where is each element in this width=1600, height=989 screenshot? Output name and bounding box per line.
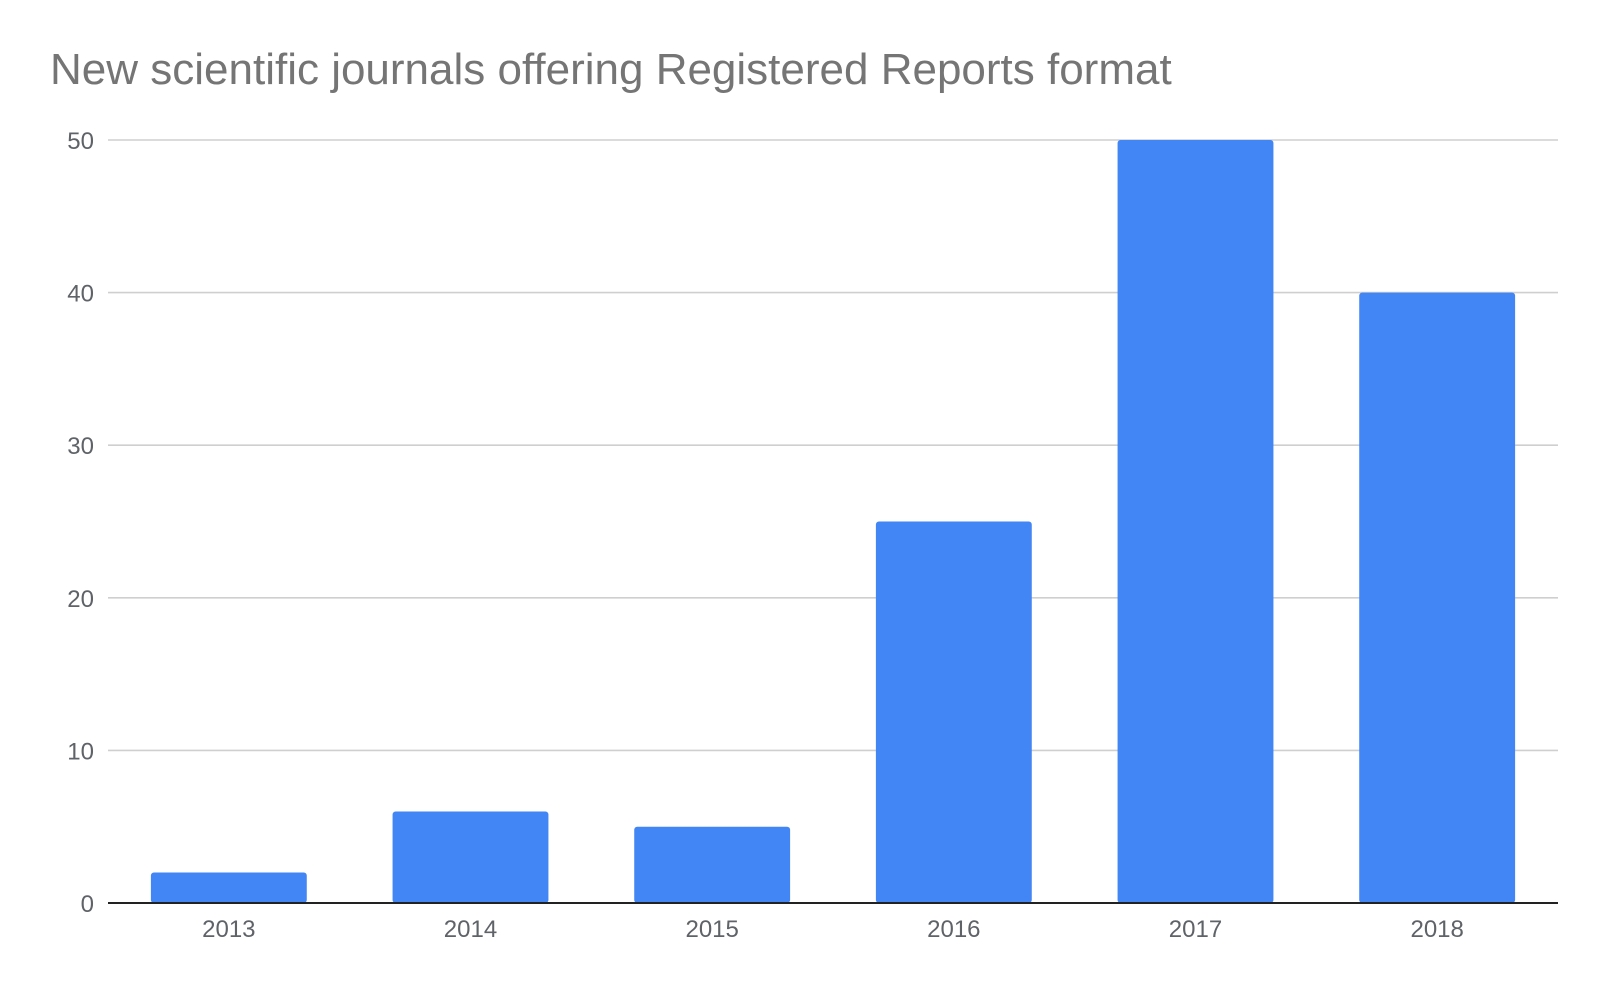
bar-2018 xyxy=(1359,292,1516,904)
bar-2013 xyxy=(150,872,307,903)
x-tick-label: 2016 xyxy=(927,916,980,943)
y-tick-label: 20 xyxy=(67,586,94,613)
y-axis-tick-labels: 0 10 20 30 40 50 xyxy=(67,128,94,918)
bar-2014 xyxy=(392,811,549,903)
bar-2017 xyxy=(1117,140,1274,903)
y-tick-label: 30 xyxy=(67,433,94,460)
gridlines xyxy=(108,139,1558,752)
bar-2016 xyxy=(875,521,1032,903)
x-tick-label: 2017 xyxy=(1169,916,1222,943)
y-tick-label: 50 xyxy=(67,128,94,155)
bar-2015 xyxy=(634,826,791,903)
y-tick-label: 40 xyxy=(67,281,94,308)
x-tick-label: 2018 xyxy=(1410,916,1463,943)
chart-title: New scientific journals offering Registe… xyxy=(50,45,1172,94)
y-tick-label: 10 xyxy=(67,738,94,765)
x-tick-label: 2013 xyxy=(202,916,255,943)
x-tick-label: 2015 xyxy=(685,916,738,943)
x-tick-label: 2014 xyxy=(444,916,497,943)
y-tick-label: 0 xyxy=(81,891,94,918)
bars xyxy=(150,140,1516,904)
x-axis-tick-labels: 2013 2014 2015 2016 2017 2018 xyxy=(202,916,1464,943)
